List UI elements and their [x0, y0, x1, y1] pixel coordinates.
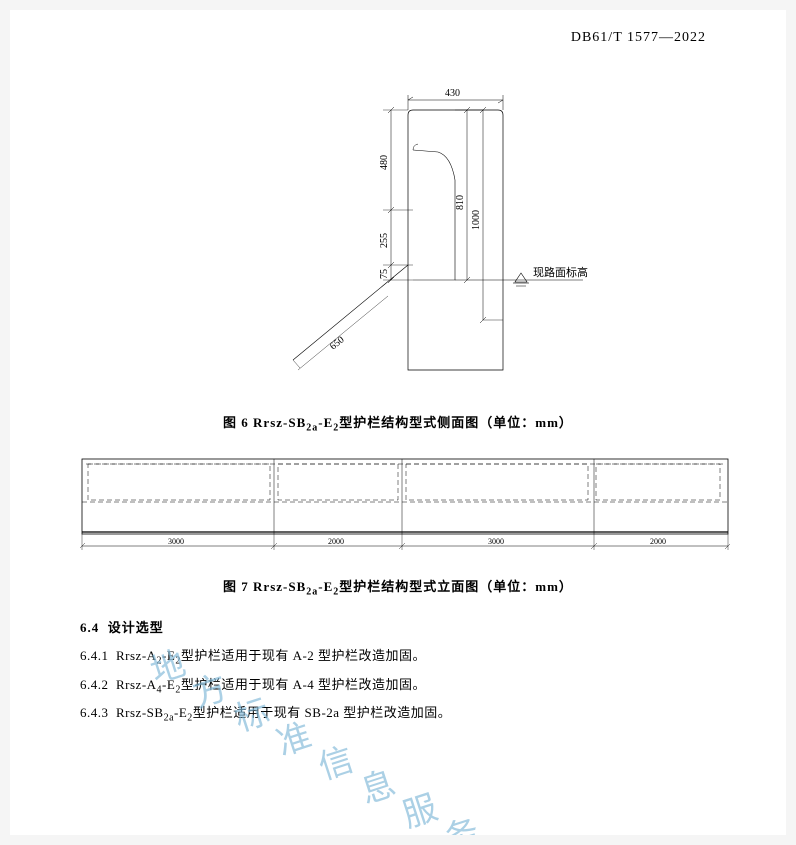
fig7-cap-pre: 图 7 Rrsz-SB [223, 579, 306, 594]
fig7-cap-sub: 2a [306, 586, 318, 597]
watermark-char: 信 [311, 732, 358, 789]
watermark-char: 息 [353, 756, 400, 813]
section-6-4-head: 6.4 设计选型 [80, 617, 716, 636]
item-6-4-2-num: 6.4.2 [80, 677, 109, 692]
item-6-4-1-num: 6.4.1 [80, 648, 109, 663]
item-6-4-2: 6.4.2 Rrsz-A4-E2型护栏适用于现有 A-4 型护栏改造加固。 [80, 675, 716, 698]
fig7-dim-3: 2000 [650, 537, 666, 546]
fig6-dim-650: 650 [328, 334, 347, 352]
fig7-segments [88, 464, 720, 500]
figure6-container: 现路面标高 430 480 255 75 [80, 70, 716, 400]
fig7-seg4-top [596, 464, 720, 500]
item-6-4-2-mid: -E [162, 677, 175, 692]
fig6-dim-255: 255 [379, 233, 390, 248]
figure6-caption: 图 6 Rrsz-SB2a-E2型护栏结构型式侧面图（单位：mm） [80, 412, 716, 434]
fig6-diag-line [293, 265, 408, 360]
fig6-dim-480: 480 [379, 155, 390, 170]
section-6-4-num: 6.4 [80, 620, 99, 635]
fig6-dim-75: 75 [379, 269, 390, 279]
item-6-4-3-pre: Rrsz-SB [116, 705, 164, 720]
item-6-4-3-mid: -E [174, 705, 187, 720]
figure7-container: 3000 2000 3000 2000 [80, 454, 716, 564]
item-6-4-3-sub: 2a [164, 713, 174, 724]
fig6-diag-end2 [403, 265, 408, 273]
standard-id: DB61/T 1577—2022 [571, 30, 706, 46]
item-6-4-3-num: 6.4.3 [80, 705, 109, 720]
fig6-cap-suf: 型护栏结构型式侧面图（单位：mm） [339, 415, 573, 430]
fig7-outer [82, 459, 728, 534]
fig6-road-label: 现路面标高 [533, 265, 588, 279]
fig6-dim-1000: 1000 [471, 210, 482, 230]
fig6-dim-top-tick-r1 [498, 100, 503, 103]
item-6-4-2-post: 型护栏适用于现有 A-4 型护栏改造加固。 [181, 677, 426, 692]
fig6-cap-pre: 图 6 Rrsz-SB [223, 415, 306, 430]
figure7-svg: 3000 2000 3000 2000 [80, 454, 730, 564]
item-6-4-1-pre: Rrsz-A [116, 648, 157, 663]
watermark-char: 平 [479, 828, 526, 835]
item-6-4-2-pre: Rrsz-A [116, 677, 157, 692]
item-6-4-3: 6.4.3 Rrsz-SB2a-E2型护栏适用于现有 SB-2a 型护栏改造加固… [80, 703, 716, 726]
fig7-dim-2: 3000 [488, 537, 504, 546]
item-6-4-1-mid: -E [162, 648, 175, 663]
fig6-dim-810: 810 [455, 195, 466, 210]
fig7-seg1-top [88, 464, 270, 500]
item-6-4-1-post: 型护栏适用于现有 A-2 型护栏改造加固。 [181, 648, 426, 663]
fig7-dim-0: 3000 [168, 537, 184, 546]
watermark-char: 服 [395, 780, 442, 835]
fig6-inner-profile [413, 150, 455, 280]
fig7-cap-suf: 型护栏结构型式立面图（单位：mm） [339, 579, 573, 594]
fig7-seg2-top [278, 464, 398, 500]
fig7-dim-1: 2000 [328, 537, 344, 546]
fig7-cap-mid: -E [318, 579, 333, 594]
watermark-char: 务 [437, 804, 484, 835]
figure7-caption: 图 7 Rrsz-SB2a-E2型护栏结构型式立面图（单位：mm） [80, 576, 716, 598]
figure6-svg: 现路面标高 430 480 255 75 [183, 70, 613, 390]
fig6-diag-dim [298, 296, 388, 370]
fig6-inner-top-arc [413, 144, 418, 150]
item-6-4-1: 6.4.1 Rrsz-A2-E2型护栏适用于现有 A-2 型护栏改造加固。 [80, 646, 716, 669]
page-root: DB61/T 1577—2022 现路面标高 430 [10, 10, 786, 835]
section-6-4-title: 设计选型 [108, 620, 164, 635]
fig6-dim-top-tick-l1 [408, 97, 413, 100]
item-6-4-3-post: 型护栏适用于现有 SB-2a 型护栏改造加固。 [193, 705, 452, 720]
fig6-outer-block [408, 110, 503, 370]
fig6-road-triangle [515, 273, 527, 282]
fig6-cap-sub: 2a [306, 423, 318, 434]
fig6-dim-top-text: 430 [445, 88, 460, 99]
fig7-seg3-top [406, 464, 588, 500]
fig6-cap-mid: -E [318, 415, 333, 430]
fig6-diag-end1 [293, 360, 300, 368]
